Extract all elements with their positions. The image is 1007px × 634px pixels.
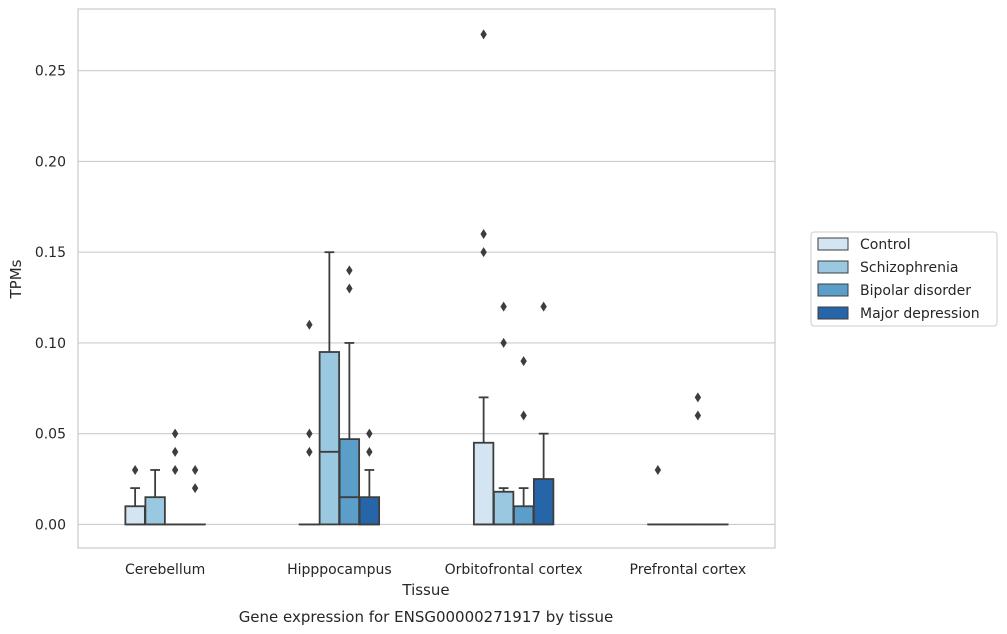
y-tick-label: 0.15: [35, 245, 66, 261]
outlier-point: [500, 301, 507, 312]
box-body: [358, 496, 381, 526]
legend-swatch: [817, 260, 849, 274]
x-tick-label: Hipppocampus: [287, 562, 392, 578]
y-tick-labels: 0.00 0.05 0.10 0.15 0.20 0.25: [35, 64, 66, 534]
x-tick-label: Prefrontal cortex: [630, 562, 747, 578]
series-control: [124, 29, 669, 526]
series-schizophrenia: [144, 251, 689, 526]
outlier-point: [306, 319, 313, 330]
outlier-point: [366, 446, 373, 457]
series-major-depression: [184, 301, 729, 526]
outlier-point: [306, 446, 313, 457]
legend-swatch: [817, 237, 849, 251]
outlier-point: [306, 428, 313, 439]
legend-label: Control: [860, 237, 911, 253]
outlier-point: [520, 356, 527, 367]
y-tick-label: 0.25: [35, 64, 66, 80]
legend-swatch: [817, 306, 849, 320]
legend: Control Schizophrenia Bipolar disorder Majo…: [810, 231, 998, 327]
y-tick-label: 0.10: [35, 336, 66, 352]
box-series: [124, 29, 729, 526]
box: [298, 319, 321, 526]
outlier-point: [346, 265, 353, 276]
box: [338, 265, 361, 526]
box: [164, 428, 186, 526]
outlier-point: [171, 446, 179, 457]
box: [492, 301, 515, 526]
series-bipolar-disorder: [164, 265, 709, 526]
chart-caption: Gene expression for ENSG00000271917 by t…: [239, 608, 614, 626]
outlier-point: [500, 337, 507, 348]
box: [144, 469, 166, 526]
box-body: [492, 490, 515, 526]
box: [472, 29, 495, 526]
outlier-point: [191, 464, 199, 475]
box: [358, 428, 381, 526]
box-body: [472, 441, 495, 526]
outlier-point: [480, 247, 487, 258]
legend-label: Schizophrenia: [860, 260, 958, 276]
outlier-point: [540, 301, 547, 312]
legend-frame: [810, 231, 998, 327]
box-body: [144, 496, 166, 526]
grid-lines: [78, 70, 775, 525]
outlier-point: [520, 410, 527, 421]
x-tick-label: Cerebellum: [125, 562, 205, 578]
plot-frame: [77, 8, 776, 549]
y-tick-label: 0.20: [35, 154, 66, 170]
box-body: [512, 505, 535, 526]
y-axis-label: TPMs: [7, 259, 25, 299]
outlier-point: [654, 464, 662, 475]
y-tick-label: 0.05: [35, 427, 66, 443]
x-tick-labels: Cerebellum Hipppocampus Orbitofrontal cort…: [125, 562, 746, 578]
box-body: [338, 438, 361, 526]
x-tick-label: Orbitofrontal cortex: [445, 562, 583, 578]
legend-item: Control: [817, 237, 911, 253]
outlier-point: [346, 283, 353, 294]
box-body: [532, 478, 555, 526]
legend-item: Major depression: [817, 306, 980, 322]
y-tick-label: 0.00: [35, 517, 66, 533]
outlier-point: [366, 428, 373, 439]
legend-label: Major depression: [860, 306, 980, 322]
box: [532, 301, 555, 526]
box: [512, 356, 535, 526]
outlier-point: [694, 392, 702, 403]
outlier-point: [694, 410, 702, 421]
box-body: [124, 505, 146, 526]
outlier-point: [480, 29, 487, 40]
box: [647, 464, 669, 526]
box: [318, 251, 341, 526]
outlier-point: [191, 483, 199, 494]
box: [687, 392, 709, 526]
outlier-point: [171, 428, 179, 439]
x-axis-label: Tissue: [401, 581, 449, 599]
legend-item: Bipolar disorder: [817, 283, 971, 299]
outlier-point: [131, 464, 139, 475]
outlier-point: [480, 229, 487, 240]
box: [184, 464, 206, 526]
box: [124, 464, 146, 526]
outlier-point: [171, 464, 179, 475]
legend-item: Schizophrenia: [817, 260, 958, 276]
legend-label: Bipolar disorder: [860, 283, 971, 299]
legend-swatch: [817, 283, 849, 297]
box-body: [318, 351, 341, 526]
